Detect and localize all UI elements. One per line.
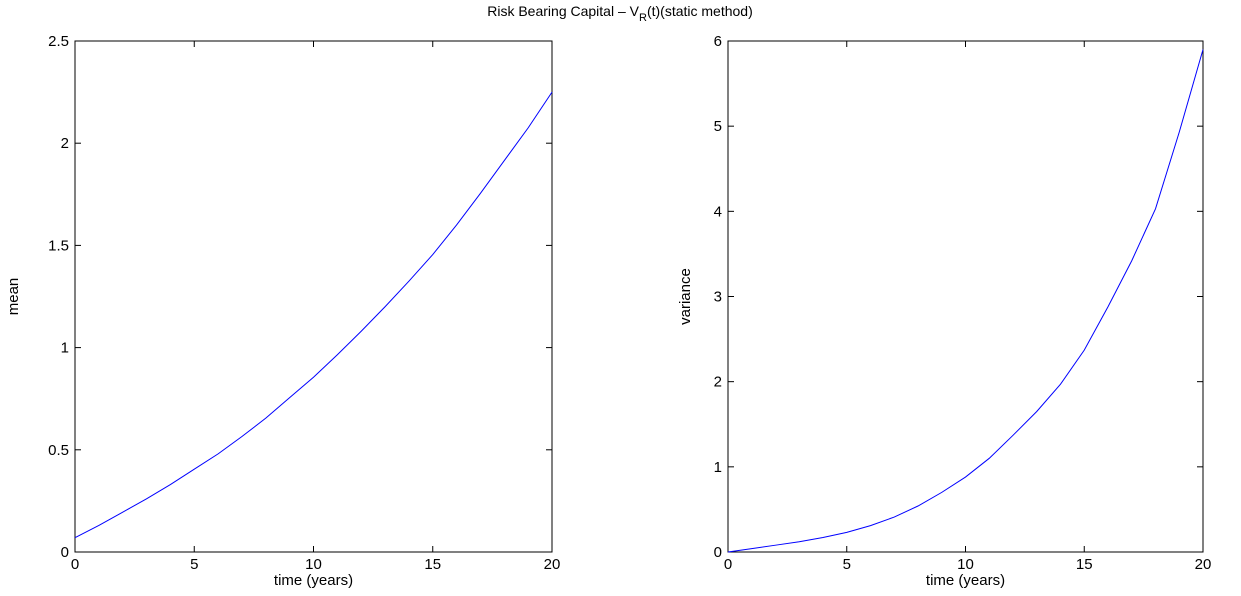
x-tick-label: 5	[843, 556, 851, 573]
y-tick-label: 2	[714, 374, 722, 391]
x-tick-label: 15	[424, 556, 441, 573]
y-tick-label: 5	[714, 118, 722, 135]
y-tick-label: 2.5	[48, 33, 69, 50]
x-tick-label: 20	[544, 556, 561, 573]
y-tick-label: 4	[714, 203, 722, 220]
y-tick-label: 1.5	[48, 237, 69, 254]
x-tick-label: 15	[1076, 556, 1093, 573]
title-main: Risk Bearing Capital – V	[487, 3, 639, 19]
y-tick-label: 0	[714, 544, 722, 561]
x-axis-label: time (years)	[274, 572, 353, 589]
y-tick-label: 2	[61, 135, 69, 152]
series-line	[727, 49, 1204, 553]
x-tick-label: 10	[305, 556, 322, 573]
mean-subplot: 0 5 10 15 20 0 0.5 1 1.5 2 2.5 time (years) mean	[5, 33, 560, 589]
y-axis-label: mean	[5, 278, 22, 316]
y-axis-label: variance	[677, 268, 694, 325]
variance-subplot: 0 5 10 15 20 0 1 2 3 4 5 6 time (years) variance	[677, 33, 1211, 589]
y-tick-label: 0.5	[48, 442, 69, 459]
x-tick-label: 0	[71, 556, 79, 573]
y-tick-label: 1	[61, 340, 69, 357]
y-tick-label: 6	[714, 33, 722, 50]
x-tick-label: 10	[957, 556, 974, 573]
x-tick-label: 20	[1195, 556, 1212, 573]
series-line	[74, 91, 553, 539]
title-subscript: R	[639, 12, 647, 24]
y-tick-label: 0	[61, 544, 69, 561]
x-tick-label: 5	[190, 556, 198, 573]
x-tick-label: 0	[724, 556, 732, 573]
plot-frame	[74, 40, 553, 553]
y-tick-label: 1	[714, 459, 722, 476]
y-tick-label: 3	[714, 289, 722, 306]
x-axis-label: time (years)	[926, 572, 1005, 589]
plot-frame	[727, 40, 1204, 553]
figure-title: Risk Bearing Capital – VR(t)(static meth…	[487, 3, 753, 24]
title-tail: (t)(static method)	[647, 3, 753, 19]
